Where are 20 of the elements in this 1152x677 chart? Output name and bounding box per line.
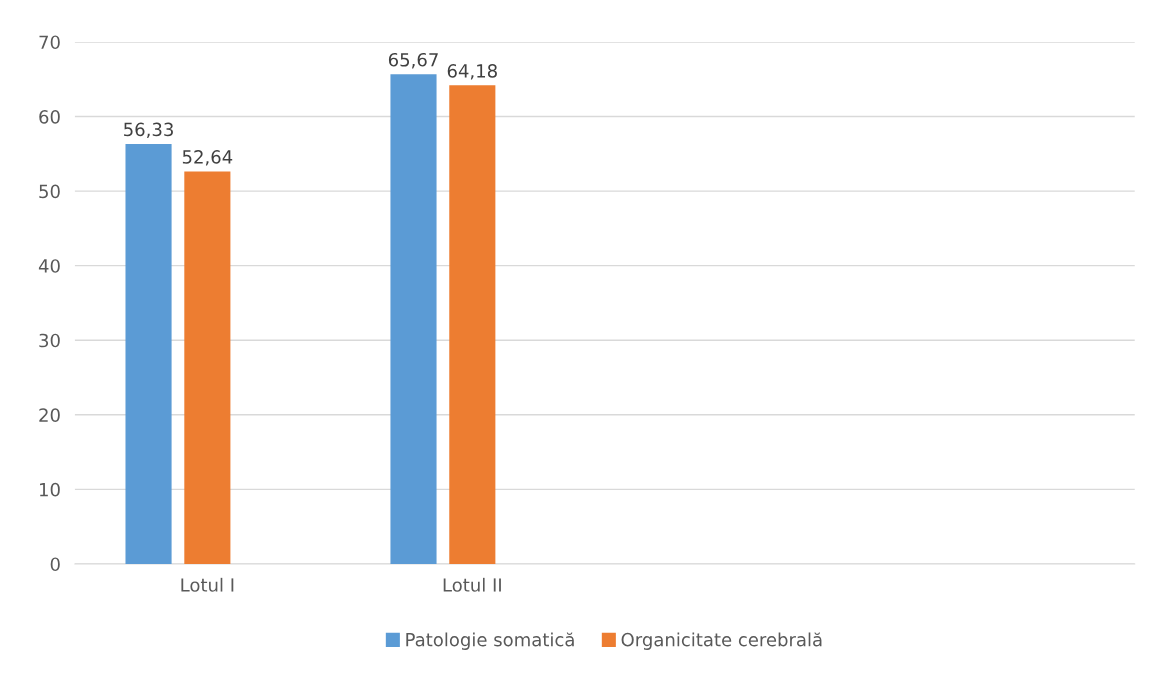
y-tick-label: 60 — [39, 110, 60, 124]
data-label: 56,33 — [124, 122, 173, 139]
bar — [390, 74, 437, 564]
bar — [449, 85, 496, 564]
y-tick-label: 30 — [39, 333, 60, 348]
y-tick-label: 40 — [38, 259, 60, 273]
y-tick-label: 50 — [39, 184, 60, 199]
x-tick-label: Lotul I — [181, 577, 234, 592]
bar — [125, 143, 172, 564]
bar — [184, 171, 231, 564]
legend-label: Patologie somatică — [406, 632, 574, 650]
y-tick-label: 70 — [39, 35, 60, 50]
data-label: 65,67 — [388, 52, 438, 69]
x-tick-label: Lotul II — [443, 577, 501, 592]
y-tick-label: 20 — [39, 408, 60, 422]
data-label: 64,18 — [447, 64, 497, 80]
data-label: 52,64 — [182, 150, 233, 166]
y-tick-label: 10 — [40, 482, 60, 497]
legend-label: Organicitate cerebrală — [621, 632, 822, 650]
y-tick-label: 0 — [50, 557, 60, 572]
